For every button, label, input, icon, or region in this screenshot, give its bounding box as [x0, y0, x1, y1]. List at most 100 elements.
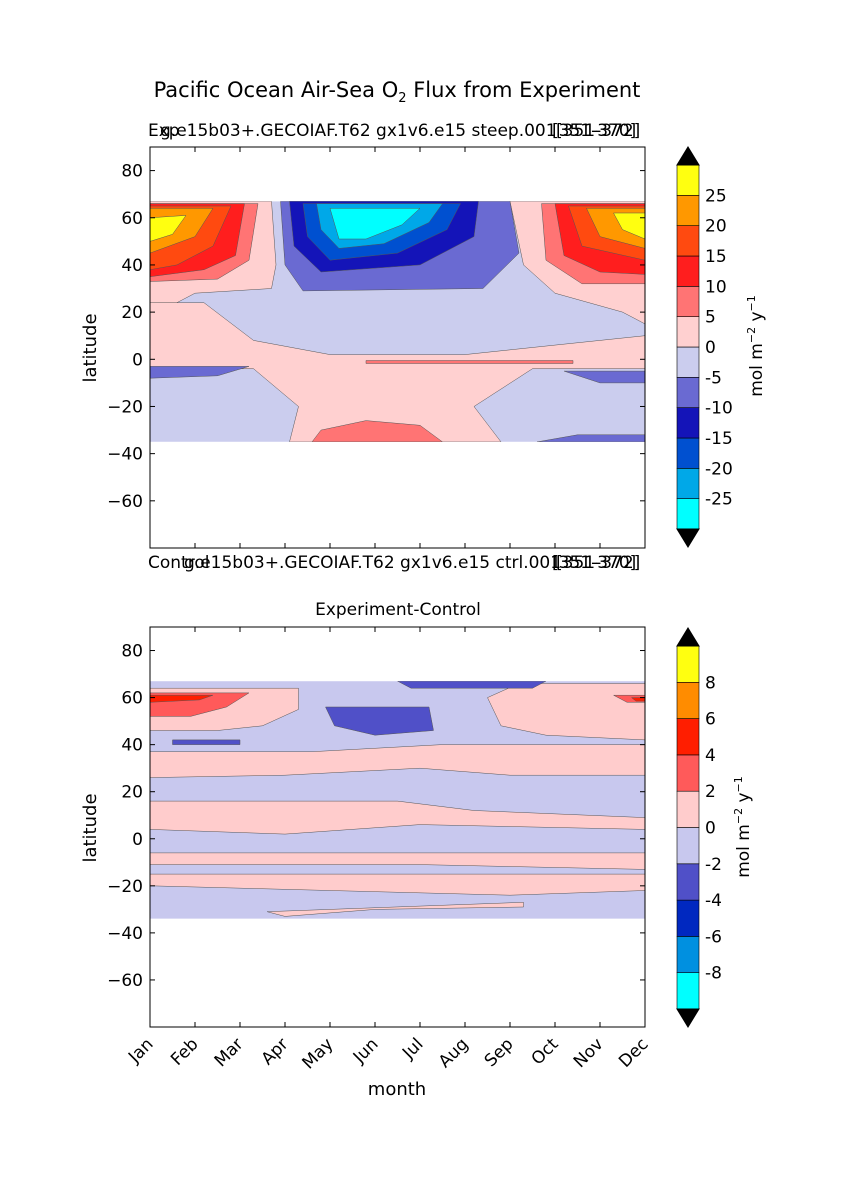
y-tick-label: 80 [121, 642, 143, 662]
x-tick-label-may: May [299, 1034, 338, 1073]
contour-region-band-south-positive-3 [266, 902, 524, 917]
contour-region-may-jun--4 [325, 706, 434, 736]
colorbar-tick-label: 8 [705, 673, 716, 693]
colorbar-tick-label: -4 [705, 891, 722, 911]
contour-region-north-winter-30 [150, 215, 187, 242]
colorbar-extend-high [676, 627, 700, 647]
contour-region-equator-10 [365, 360, 574, 364]
contour-region-south-minus-10-right [563, 370, 645, 384]
colorbar-tick-label: 25 [705, 186, 727, 206]
top-right-title-1: [351-370] [552, 121, 637, 141]
bottom-xlabel: month [368, 1079, 426, 1100]
colorbar-swatch [676, 498, 700, 530]
colorbar-swatch [676, 437, 700, 469]
contour-region-top--4 [397, 681, 547, 689]
colorbar-extend-high [676, 146, 700, 166]
contour-region-band-eq-positive-n [150, 800, 645, 835]
top-right-title-2: [351-372] [556, 121, 641, 141]
y-tick-label: 80 [121, 162, 143, 182]
bottom-contour-panel: 80 60 40 20 0 −20 −40 −60 Jan Feb Mar Apr May Jun Jul A… [107, 626, 653, 1073]
colorbar-swatch [676, 164, 700, 196]
y-tick-label: 40 [121, 736, 143, 756]
colorbar-tick-label: -8 [705, 964, 722, 984]
colorbar-tick-label: 5 [705, 308, 716, 328]
colorbar-tick-label: -20 [705, 459, 733, 479]
x-tick-label-oct: Oct [528, 1034, 563, 1069]
y-tick-label: −60 [107, 971, 143, 991]
colorbar-extend-low [676, 528, 700, 548]
contour-region-band-south-positive-1 [150, 852, 645, 870]
contour-region-dec-30 [613, 212, 645, 240]
colorbar-tick-label: 0 [705, 819, 716, 839]
colorbar-swatch [676, 255, 700, 287]
x-tick-label-mar: Mar [211, 1034, 248, 1071]
colorbar-swatch [676, 972, 700, 1010]
colorbar-tick-label: 4 [705, 746, 716, 766]
y-tick-label: −20 [107, 877, 143, 897]
y-tick-label: 20 [121, 783, 143, 803]
contour-region-equatorial-positive [150, 302, 645, 442]
colorbar-tick-label: -5 [705, 368, 722, 388]
top-colorbar-label: mol m−2 y−1 [745, 295, 767, 397]
diff-panel-title: Experiment-Control [315, 600, 481, 620]
colorbar-swatch [676, 681, 700, 719]
colorbar-tick-label: -2 [705, 855, 722, 875]
colorbar-swatch [676, 754, 700, 792]
contour-region-north-4-dec [631, 697, 645, 702]
y-tick-label: −40 [107, 445, 143, 465]
colorbar-tick-label: -6 [705, 927, 722, 947]
y-tick-label: −20 [107, 397, 143, 417]
colorbar-swatch [676, 899, 700, 937]
colorbar-swatch [676, 718, 700, 756]
colorbar-swatch [676, 195, 700, 226]
colorbar-tick-label: -10 [705, 399, 733, 419]
colorbar-swatch [676, 645, 700, 683]
colorbar-tick-label: 0 [705, 338, 716, 358]
contour-region-band-30-positive [150, 744, 645, 778]
control-right-1: [351-370] [552, 553, 637, 573]
y-tick-label: 60 [121, 689, 143, 709]
y-tick-label: −60 [107, 492, 143, 512]
x-tick-label-sep: Sep [481, 1034, 518, 1071]
colorbar-swatch [676, 827, 700, 865]
x-tick-label-jul: Jul [398, 1034, 427, 1063]
colorbar-swatch [676, 790, 700, 828]
bottom-colorbar: -8 -6 -4 -2 0 2 4 6 8 [676, 627, 722, 1028]
top-colorbar: -25 -20 -15 -10 -5 0 5 10 15 20 25 [676, 146, 733, 548]
colorbar-tick-label: 15 [705, 247, 727, 267]
y-tick-label: 60 [121, 209, 143, 229]
colorbar-tick-label: -25 [705, 490, 733, 510]
colorbar-extend-low [676, 1008, 700, 1028]
x-tick-label-nov: Nov [570, 1034, 608, 1072]
bottom-ylabel: latitude [80, 793, 101, 862]
colorbar-swatch [676, 377, 700, 408]
x-tick-label-aug: Aug [435, 1034, 473, 1072]
control-label-1: Control [148, 553, 210, 573]
contour-region-south-10 [311, 420, 443, 442]
x-tick-label-jan: Jan [124, 1034, 157, 1067]
top-left-title-1: Exp [148, 121, 180, 141]
y-tick-label: −40 [107, 924, 143, 944]
x-tick-label-dec: Dec [615, 1034, 652, 1071]
colorbar-swatch [676, 225, 700, 257]
contour-region-summer--30 [329, 208, 421, 240]
contour-region-lat-40--4 [172, 739, 241, 745]
colorbar-swatch [676, 407, 700, 439]
contour-region-south-minus-10-left [150, 366, 250, 379]
control-label-2: g.e15b03+.GECOIAF.T62 gx1v6.e15 ctrl.001 [184, 553, 562, 573]
control-right-2: [351-372] [556, 553, 641, 573]
colorbar-swatch [676, 286, 700, 317]
y-tick-label: 0 [132, 830, 143, 850]
colorbar-swatch [676, 863, 700, 901]
contour-region-south-minus-10-dec [536, 434, 645, 442]
colorbar-tick-label: 6 [705, 710, 716, 730]
figure-title: Pacific Ocean Air-Sea O2 Flux from Exper… [153, 78, 641, 107]
x-tick-label-feb: Feb [167, 1034, 202, 1069]
colorbar-swatch [676, 316, 700, 348]
x-tick-label-jun: Jun [349, 1034, 383, 1068]
top-left-title-2: g.e15b03+.GECOIAF.T62 gx1v6.e15 steep.00… [160, 121, 557, 141]
plot-frame [149, 626, 646, 1028]
y-tick-label: 0 [132, 350, 143, 370]
colorbar-swatch [676, 468, 700, 499]
